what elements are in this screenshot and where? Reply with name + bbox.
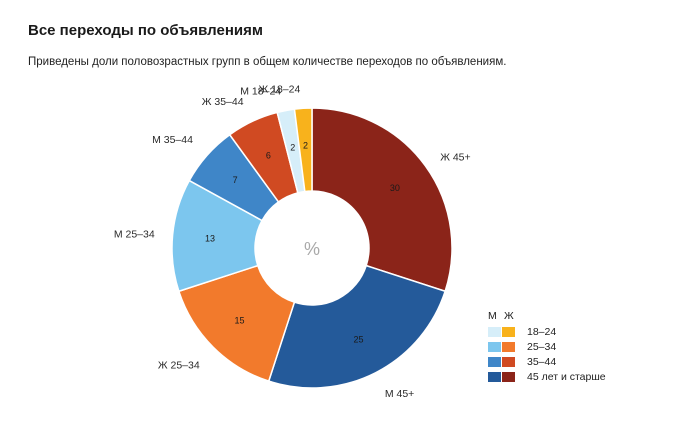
slice-category-label: Ж 18–24 <box>259 83 301 95</box>
legend-swatch-f <box>502 327 515 338</box>
legend-swatch-m <box>488 372 501 383</box>
legend-row: 18–24 <box>488 326 556 338</box>
legend-row: 25–34 <box>488 341 556 353</box>
legend-label: 18–24 <box>527 326 557 339</box>
slice-value-label: 2 <box>290 142 295 152</box>
slice-value-label: 13 <box>205 233 215 243</box>
slice-ж-45[interactable] <box>311 107 453 293</box>
legend-label: 45 лет и старше <box>527 371 606 384</box>
legend-swatch-f <box>502 372 515 383</box>
slice-category-label: Ж 35–44 <box>202 96 244 108</box>
slice-value-labels: 30 25 15 13 7 6 2 2 <box>205 141 400 345</box>
chart-title: Все переходы по объявлениям <box>28 22 263 39</box>
legend-swatch-m <box>488 342 501 353</box>
slice-value-label: 30 <box>390 183 400 193</box>
legend-row: 35–44 <box>488 356 556 368</box>
slice-value-label: 7 <box>233 175 238 185</box>
donut-slices <box>171 107 453 389</box>
legend-row: 45 лет и старше <box>488 371 606 383</box>
slice-category-label: М 18–24 <box>240 86 281 98</box>
center-label: % <box>304 239 320 259</box>
slice-м-45[interactable] <box>267 264 447 389</box>
slice-value-label: 25 <box>354 334 364 344</box>
legend-label: 25–34 <box>527 341 557 354</box>
slice-ж-1824[interactable] <box>293 107 313 193</box>
legend-label: 35–44 <box>527 356 557 369</box>
legend-swatch-f <box>502 342 515 353</box>
slice-value-label: 2 <box>303 141 308 151</box>
legend-header-f: Ж <box>504 310 514 322</box>
legend-swatch-m <box>488 357 501 368</box>
slice-category-label: М 45+ <box>385 388 414 400</box>
slice-category-labels: Ж 45+ М 45+ Ж 25–34 М 25–34 М 35–44 Ж 35–44М … <box>114 83 471 400</box>
legend-swatch-f <box>502 357 515 368</box>
legend-swatch-m <box>488 327 501 338</box>
slice-category-label: М 25–34 <box>114 228 155 240</box>
slice-value-label: 15 <box>235 315 245 325</box>
slice-category-label: Ж 25–34 <box>158 359 200 371</box>
slice-category-label: М 35–44 <box>152 134 193 146</box>
slice-category-label: Ж 45+ <box>440 151 470 163</box>
legend-header-m: М <box>488 310 497 322</box>
slice-ж-2534[interactable] <box>177 264 296 383</box>
chart-subtitle: Приведены доли половозрастных групп в об… <box>28 56 507 68</box>
slice-value-label: 6 <box>266 150 271 160</box>
